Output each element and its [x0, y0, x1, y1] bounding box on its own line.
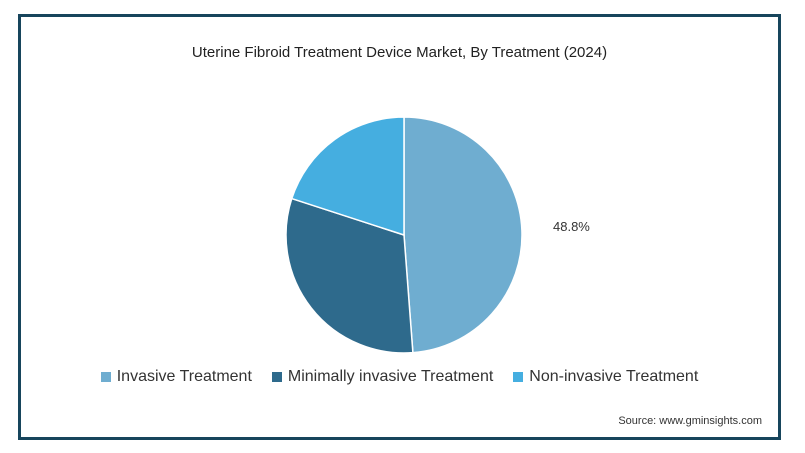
legend-item: Minimally invasive Treatment [271, 368, 494, 386]
legend: Invasive Treatment Minimally invasive Tr… [21, 368, 778, 386]
legend-label: Non-invasive Treatment [529, 368, 699, 385]
pie-slice [290, 116, 405, 237]
legend-item: Invasive Treatment [100, 368, 252, 386]
legend-swatch [513, 372, 524, 382]
legend-label: Invasive Treatment [116, 368, 252, 385]
pie-chart: 48.8% [285, 116, 590, 354]
slice-label: 48.8% [553, 219, 590, 234]
source-note: Source: www.gminsights.com [618, 415, 762, 427]
pie-slice [403, 116, 523, 354]
legend-label: Minimally invasive Treatment [287, 368, 494, 385]
legend-swatch [100, 372, 111, 382]
pie-slice [285, 197, 414, 354]
chart-frame: Uterine Fibroid Treatment Device Market,… [18, 14, 781, 440]
chart-title: Uterine Fibroid Treatment Device Market,… [191, 44, 608, 61]
legend-swatch [271, 372, 282, 382]
legend-item: Non-invasive Treatment [513, 368, 698, 386]
